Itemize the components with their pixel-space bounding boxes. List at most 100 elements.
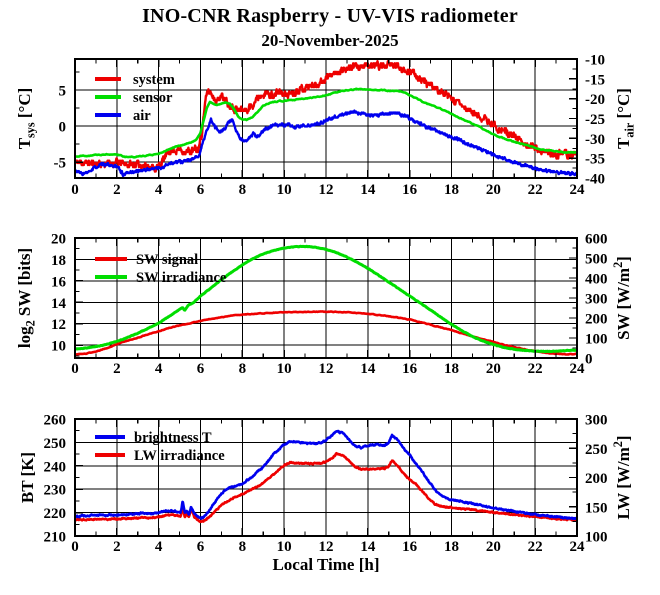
legend-label-sw-irradiance: SW irradiance xyxy=(136,270,227,286)
series-sw-signal-line xyxy=(74,310,578,356)
series-air-line xyxy=(74,109,578,178)
tick-labels-longwave: 0 2 4 6 8 10 12 14 16 18 20 22 242602502402302202103… xyxy=(44,413,608,556)
page-title: INO-CNR Raspberry - UV-VIS radiometer xyxy=(142,5,518,27)
y-right-tick-label: 0 xyxy=(585,352,593,368)
y-right-tick-label: 100 xyxy=(585,530,608,546)
legend-label-brightness-t: brightness T xyxy=(134,430,212,446)
y-left-tick-label: 240 xyxy=(44,459,67,475)
x-tick-label: 16 xyxy=(402,361,418,377)
x-tick-label: 6 xyxy=(197,361,205,377)
y-right-tick-label: 400 xyxy=(585,272,608,288)
tick-labels-temperature: 0 2 4 6 8 10 12 14 16 18 20 22 2450-5-10-15-20-25-30… xyxy=(54,53,606,199)
x-tick-label: 24 xyxy=(570,361,586,377)
x-tick-label: 6 xyxy=(197,539,205,555)
ticks-temperature xyxy=(75,59,577,178)
series-system-line xyxy=(74,60,578,173)
y-right-tick-label: 600 xyxy=(585,232,608,248)
y-left-tick-label: 20 xyxy=(51,232,66,248)
legend-label-air: air xyxy=(133,108,151,124)
x-tick-label: 24 xyxy=(570,182,586,198)
legend-label-system: system xyxy=(133,72,175,88)
legend-label-sensor: sensor xyxy=(133,90,173,106)
tick-labels-shortwave: 0 2 4 6 8 10 12 14 16 18 20 22 242018161412106005004… xyxy=(51,232,608,378)
legend-label-lw-irradiance: LW irradiance xyxy=(134,448,225,464)
y-right-tick-label: -30 xyxy=(585,132,605,148)
x-tick-label: 8 xyxy=(239,361,247,377)
x-tick-label: 4 xyxy=(155,361,163,377)
chart-header: INO-CNR Raspberry - UV-VIS radiometer 20… xyxy=(0,0,660,51)
y-left-tick-label: 16 xyxy=(51,274,67,290)
x-tick-label: 14 xyxy=(360,182,376,198)
x-tick-label: 22 xyxy=(528,539,543,555)
legend-temperature: system sensor air xyxy=(95,72,175,124)
y-right-tick-label: 250 xyxy=(585,442,608,458)
x-tick-label: 12 xyxy=(319,361,334,377)
y-left-tick-label: 0 xyxy=(59,120,67,136)
y-left-tick-label: -5 xyxy=(54,156,67,172)
y-left-tick-label: 14 xyxy=(51,296,67,312)
y-right-tick-label: 100 xyxy=(585,332,608,348)
y-left-tick-label: 250 xyxy=(44,436,67,452)
x-tick-label: 10 xyxy=(277,361,292,377)
x-tick-label: 2 xyxy=(113,539,121,555)
y-right-tick-label: 150 xyxy=(585,500,608,516)
x-tick-label: 0 xyxy=(71,539,79,555)
y-right-tick-label: -25 xyxy=(585,112,605,128)
series-lw-irradiance-line xyxy=(74,451,578,524)
x-tick-label: 12 xyxy=(319,182,334,198)
x-tick-label: 6 xyxy=(197,182,205,198)
legend-shortwave: SW signal SW irradiance xyxy=(95,252,227,286)
y-left-axis-title: log2 SW [bits] xyxy=(15,248,37,348)
y-left-axis-title: BT [K] xyxy=(18,452,37,503)
x-tick-label: 22 xyxy=(528,182,543,198)
x-tick-label: 18 xyxy=(444,182,459,198)
y-right-tick-label: -15 xyxy=(585,72,605,88)
x-tick-label: 14 xyxy=(360,539,376,555)
y-left-tick-label: 10 xyxy=(51,339,66,355)
x-tick-label: 16 xyxy=(402,539,418,555)
ticks-longwave xyxy=(75,419,577,536)
x-tick-label: 2 xyxy=(113,182,121,198)
x-axis-title: Local Time [h] xyxy=(272,555,379,574)
x-tick-label: 20 xyxy=(486,539,501,555)
x-tick-label: 20 xyxy=(486,361,501,377)
series-sensor-line xyxy=(74,87,578,159)
x-tick-label: 2 xyxy=(113,361,121,377)
y-left-tick-label: 230 xyxy=(44,483,67,499)
y-left-tick-label: 18 xyxy=(51,253,66,269)
y-right-tick-label: 300 xyxy=(585,413,608,429)
y-right-tick-label: -20 xyxy=(585,92,605,108)
y-left-tick-label: 5 xyxy=(59,84,67,100)
y-right-tick-label: 300 xyxy=(585,292,608,308)
series-sw-irradiance-line xyxy=(74,244,578,354)
y-right-tick-label: 500 xyxy=(585,252,608,268)
y-right-axis-title: Tair [°C] xyxy=(614,88,636,149)
y-left-axis-title: Tsys [°C] xyxy=(15,88,37,150)
y-right-tick-label: -35 xyxy=(585,152,605,168)
x-tick-label: 14 xyxy=(360,361,376,377)
x-tick-label: 12 xyxy=(319,539,334,555)
y-left-tick-label: 210 xyxy=(44,530,67,546)
y-left-tick-label: 220 xyxy=(44,506,67,522)
y-right-tick-label: 200 xyxy=(585,471,608,487)
y-right-tick-label: -10 xyxy=(585,53,605,69)
chart-date-subtitle: 20-November-2025 xyxy=(261,31,399,50)
chart-temperature: 0 2 4 6 8 10 12 14 16 18 20 22 2450-5-10-15-20-25-30… xyxy=(15,53,636,199)
legend-longwave: brightness T LW irradiance xyxy=(95,430,225,464)
chart-longwave: 0 2 4 6 8 10 12 14 16 18 20 22 242602502402302202103… xyxy=(18,413,633,575)
ticks-shortwave xyxy=(75,238,577,358)
x-tick-label: 18 xyxy=(444,361,459,377)
y-left-tick-label: 12 xyxy=(51,317,66,333)
x-tick-label: 16 xyxy=(402,182,418,198)
x-tick-label: 20 xyxy=(486,182,501,198)
x-tick-label: 18 xyxy=(444,539,459,555)
chart-shortwave: 0 2 4 6 8 10 12 14 16 18 20 22 242018161412106005004… xyxy=(15,232,633,378)
x-tick-label: 22 xyxy=(528,361,543,377)
x-tick-label: 8 xyxy=(239,539,247,555)
x-tick-label: 0 xyxy=(71,182,79,198)
y-left-tick-label: 260 xyxy=(44,413,67,429)
y-right-tick-label: -40 xyxy=(585,172,605,188)
x-tick-label: 8 xyxy=(239,182,247,198)
